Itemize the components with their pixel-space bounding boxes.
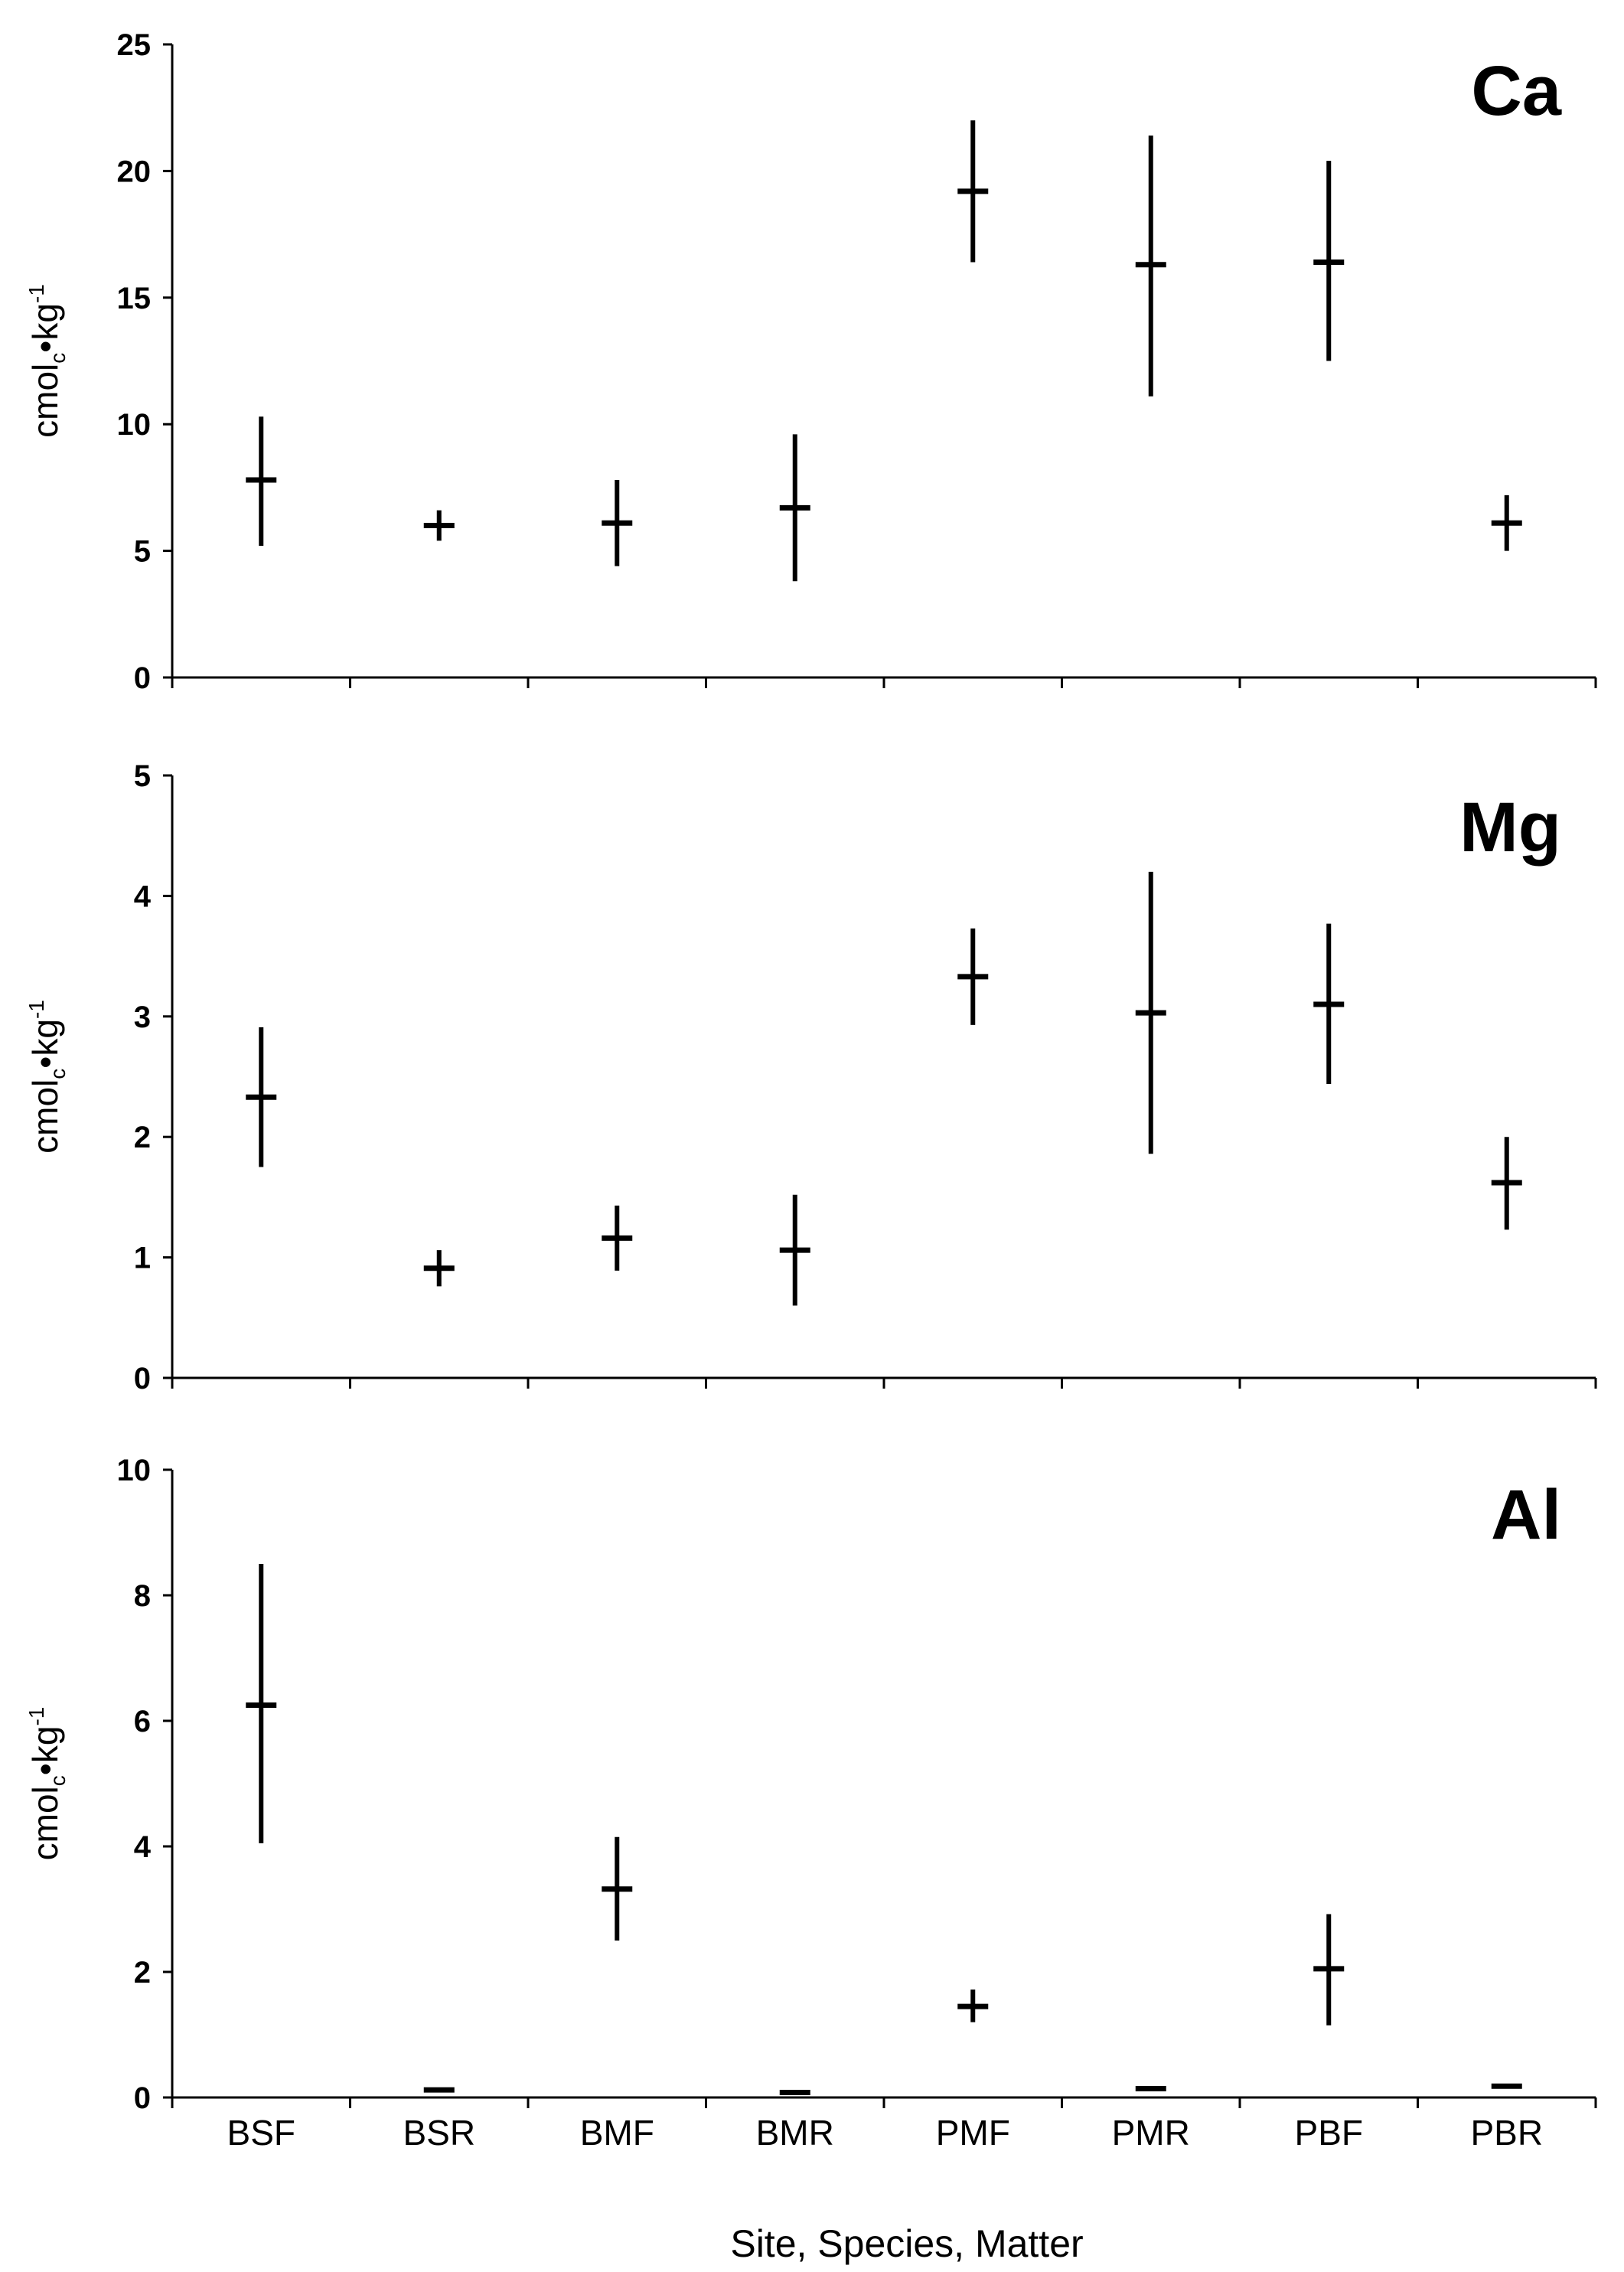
al-y-tick-label: 0 xyxy=(134,2081,151,2115)
al-y-axis-label-part: •kg xyxy=(25,1726,65,1776)
ca-y-tick-label: 15 xyxy=(117,282,152,315)
x-category-label-bsf: BSF xyxy=(227,2113,295,2153)
ca-y-axis-label-part: •kg xyxy=(25,303,65,353)
al-y-tick-label: 8 xyxy=(134,1579,151,1613)
mg-y-tick-label: 3 xyxy=(134,1001,151,1034)
al-y-tick-label: 10 xyxy=(117,1454,152,1487)
x-category-label-bmf: BMF xyxy=(580,2113,654,2153)
mg-y-tick-label: 4 xyxy=(134,880,152,913)
ca-panel-title: Ca xyxy=(1471,52,1561,130)
x-category-label-pmr: PMR xyxy=(1112,2113,1190,2153)
ca-y-axis-label-part: c xyxy=(46,353,70,364)
ca-y-tick-label: 20 xyxy=(117,155,152,188)
al-y-axis-label: cmolc•kg-1 xyxy=(24,1707,70,1861)
ca-y-tick-label: 25 xyxy=(117,28,152,62)
ca-y-tick-label: 10 xyxy=(117,408,152,442)
al-y-axis-label-part: c xyxy=(46,1775,70,1786)
mg-y-axis-label-part: cmol xyxy=(25,1079,65,1154)
ca-y-axis-label-part: -1 xyxy=(24,284,48,303)
ca-y-tick-label: 5 xyxy=(134,535,151,569)
al-y-tick-label: 6 xyxy=(134,1705,151,1738)
mg-y-tick-label: 2 xyxy=(134,1121,151,1154)
mg-y-tick-label: 0 xyxy=(134,1362,151,1396)
ca-y-tick-label: 0 xyxy=(134,661,151,695)
x-category-label-bmr: BMR xyxy=(756,2113,834,2153)
al-y-axis-label-part: -1 xyxy=(24,1707,48,1726)
mg-y-axis-label-part: •kg xyxy=(25,1019,65,1069)
al-y-axis-label-part: cmol xyxy=(25,1786,65,1860)
mg-y-axis-label-part: -1 xyxy=(24,1000,48,1019)
mg-y-axis-label-part: c xyxy=(46,1069,70,1079)
al-y-tick-label: 2 xyxy=(134,1956,151,1990)
al-y-tick-label: 4 xyxy=(134,1830,152,1864)
ca-y-axis-label-part: cmol xyxy=(25,364,65,438)
mg-y-axis-label: cmolc•kg-1 xyxy=(24,1000,70,1154)
mg-y-tick-label: 1 xyxy=(134,1242,151,1275)
ca-y-axis-label: cmolc•kg-1 xyxy=(24,284,70,438)
x-category-label-pmf: PMF xyxy=(936,2113,1010,2153)
x-axis-label: Site, Species, Matter xyxy=(730,2222,1083,2265)
mg-y-tick-label: 5 xyxy=(134,759,151,793)
x-category-label-pbr: PBR xyxy=(1470,2113,1543,2153)
x-category-label-bsr: BSR xyxy=(403,2113,475,2153)
mg-panel-title: Mg xyxy=(1459,788,1561,867)
al-panel-title: Al xyxy=(1491,1476,1561,1554)
x-category-label-pbf: PBF xyxy=(1295,2113,1363,2153)
